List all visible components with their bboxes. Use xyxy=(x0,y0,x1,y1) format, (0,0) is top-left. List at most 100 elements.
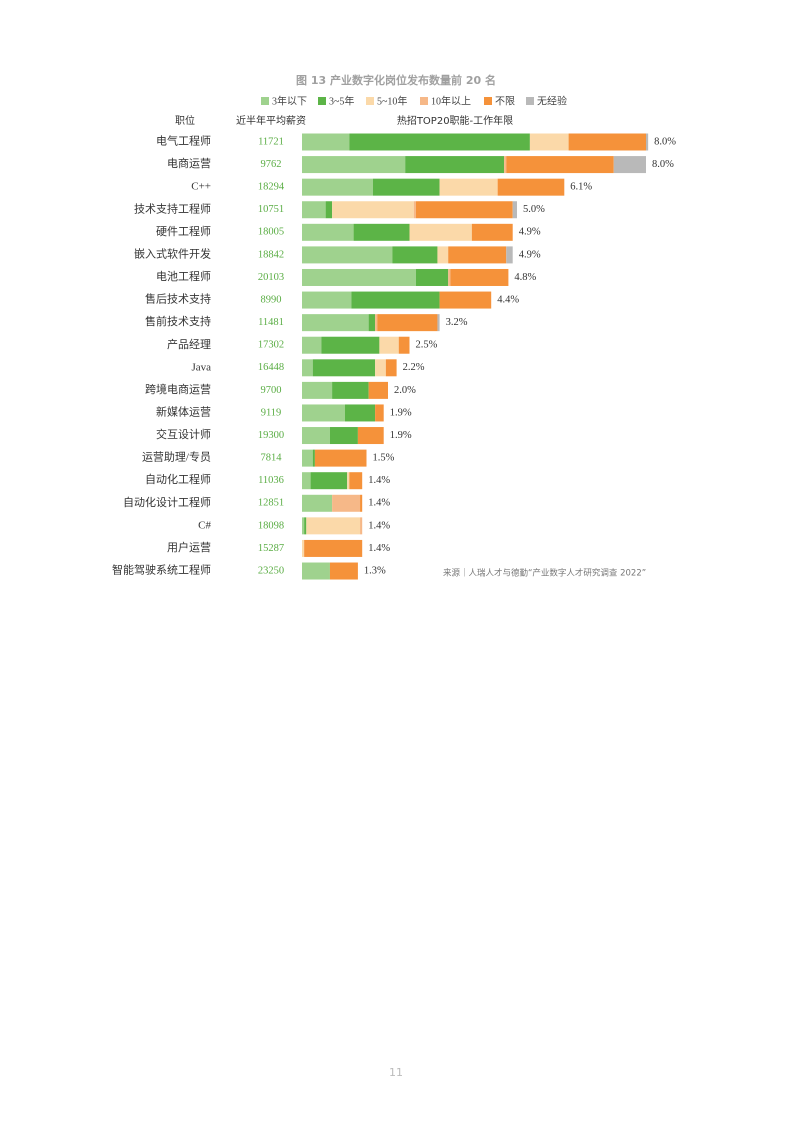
total-label: 1.4% xyxy=(368,520,390,531)
bar-segment xyxy=(437,314,440,332)
legend-label: 不限 xyxy=(495,95,515,107)
category-label: 用户运营 xyxy=(167,540,211,554)
bar-segment xyxy=(329,562,358,580)
total-label: 1.9% xyxy=(390,430,412,441)
bar-segment xyxy=(302,404,345,422)
category-label: 自动化工程师 xyxy=(145,472,211,486)
category-label: 新媒体运营 xyxy=(156,404,211,418)
bar-segment xyxy=(372,178,440,196)
salary: 20103 xyxy=(258,272,284,283)
bar-segment xyxy=(497,178,565,196)
bar-segment xyxy=(351,291,440,309)
total-label: 3.2% xyxy=(446,317,468,328)
category-label: 智能驾驶系统工程师 xyxy=(112,563,211,577)
bar-segment xyxy=(302,156,406,174)
bar-segment xyxy=(312,449,315,467)
bar-segment xyxy=(437,246,449,264)
legend-swatch xyxy=(484,97,492,105)
bar-segment xyxy=(368,314,376,332)
total-label: 4.9% xyxy=(519,227,541,238)
bar-segment xyxy=(302,381,333,399)
total-label: 1.5% xyxy=(373,453,395,464)
category-label: 跨境电商运营 xyxy=(145,382,211,396)
total-label: 5.0% xyxy=(523,204,545,215)
bar-segment xyxy=(310,472,348,490)
bar-segment xyxy=(332,494,361,512)
bar-segment xyxy=(345,404,376,422)
category-label: 电商运营 xyxy=(167,156,211,170)
bar-segment xyxy=(375,404,384,422)
bar-segment xyxy=(321,336,380,354)
bar-segment xyxy=(360,517,363,535)
bar-segment xyxy=(512,201,517,219)
category-label: 运营助理/专员 xyxy=(142,450,211,464)
category-label: 售后技术支持 xyxy=(145,292,211,306)
salary: 18294 xyxy=(258,182,285,193)
total-label: 1.4% xyxy=(368,475,390,486)
bar-segment xyxy=(306,517,361,535)
salary: 17302 xyxy=(258,340,284,351)
bar-segment xyxy=(529,133,569,151)
bar-segment xyxy=(646,133,649,151)
total-label: 2.2% xyxy=(403,362,425,373)
bar-segment xyxy=(349,133,530,151)
bar-segment xyxy=(439,291,492,309)
bar-segment xyxy=(302,201,326,219)
bar-segment xyxy=(332,201,414,219)
column-header: 近半年平均薪资 xyxy=(236,114,306,127)
bar-segment xyxy=(405,156,505,174)
salary: 23250 xyxy=(258,565,284,576)
bar-segment xyxy=(302,291,352,309)
bar-segment xyxy=(332,381,369,399)
salary: 15287 xyxy=(258,543,284,554)
salary: 9700 xyxy=(261,385,282,396)
salary: 8990 xyxy=(261,294,282,305)
category-label: 交互设计师 xyxy=(156,427,211,441)
bar-segment xyxy=(302,539,305,557)
bar-segment xyxy=(379,336,399,354)
category-label: 技术支持工程师 xyxy=(134,201,211,215)
bar-segment xyxy=(302,562,330,580)
total-label: 8.0% xyxy=(654,136,676,147)
salary: 9119 xyxy=(261,407,282,418)
bar-segment xyxy=(439,178,498,196)
bar-segment xyxy=(409,223,472,241)
bar-segment xyxy=(302,314,369,332)
column-header: 热招TOP20职能-工作年限 xyxy=(397,114,513,127)
bar-segment xyxy=(302,223,354,241)
category-label: 自动化设计工程师 xyxy=(123,495,211,509)
bar-segment xyxy=(353,223,410,241)
bar-segment xyxy=(368,381,388,399)
salary: 18005 xyxy=(258,227,284,238)
bar-segment xyxy=(302,494,333,512)
bar-segment xyxy=(613,156,646,174)
bar-segment xyxy=(325,201,333,219)
bar-segment xyxy=(302,133,350,151)
total-label: 1.4% xyxy=(368,498,390,509)
bar-segment xyxy=(302,449,313,467)
bar-segment xyxy=(302,268,416,286)
bar-segment xyxy=(413,201,416,219)
bar-segment xyxy=(302,517,305,535)
total-label: 4.8% xyxy=(514,272,536,283)
bar-segment xyxy=(448,268,451,286)
legend-label: 5~10年 xyxy=(377,94,407,107)
bar-segment xyxy=(471,223,513,241)
category-label: 硬件工程师 xyxy=(156,225,211,238)
salary: 18098 xyxy=(258,520,284,531)
bar-segment xyxy=(360,494,363,512)
bar-segment xyxy=(304,539,363,557)
bar-segment xyxy=(347,472,350,490)
salary: 11036 xyxy=(258,475,284,486)
legend-swatch xyxy=(366,97,374,105)
salary: 12851 xyxy=(258,498,284,509)
legend-label: 无经验 xyxy=(537,94,567,107)
bar-segment xyxy=(304,517,307,535)
category-label: C# xyxy=(198,519,211,531)
bar-segment xyxy=(329,427,358,445)
bar-segment xyxy=(450,268,509,286)
salary: 10751 xyxy=(258,204,284,215)
legend-label: 10年以上 xyxy=(431,94,471,107)
legend-swatch xyxy=(526,97,534,105)
